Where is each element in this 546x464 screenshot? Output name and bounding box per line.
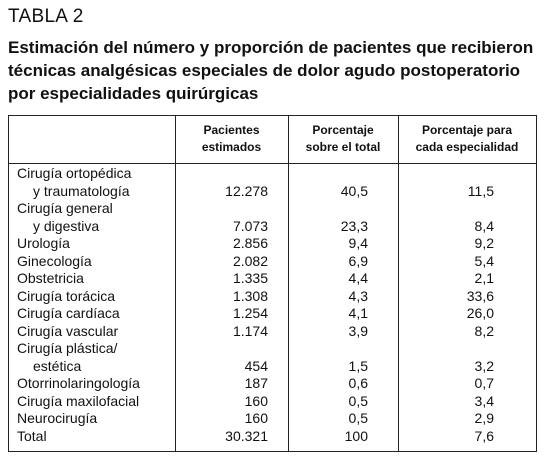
row-label: Urología: [17, 235, 70, 253]
table: Pacientes estimados Porcentaje sobre el t…: [8, 115, 537, 452]
cell-value: 3,9: [348, 322, 368, 339]
row-label: Cirugía torácica: [17, 288, 115, 306]
cell-value: 30.321: [225, 427, 268, 444]
cell-value: 33,6: [466, 287, 494, 304]
row-label-line: Cirugía general: [17, 200, 113, 216]
column-divider: [288, 116, 289, 451]
row-label: Ginecología: [17, 253, 92, 271]
cell-value: 7.073: [232, 217, 268, 234]
cell-value: 1.254: [232, 305, 268, 321]
table-row: Cirugía vascular 1.174 3,9 8,2: [9, 323, 536, 341]
table-row: Cirugía plástica/estética 454 1,5 3,2: [9, 340, 536, 375]
cell-value: 23,3: [340, 217, 368, 234]
cell-value: 0,5: [348, 392, 368, 409]
cell-value: 9,4: [348, 235, 368, 251]
cell-value: 2,9: [474, 410, 494, 426]
row-label-line: Cirugía plástica/: [17, 340, 118, 356]
table-row: Urología 2.856 9,4 9,2: [9, 235, 536, 253]
cell-value: 5,4: [474, 252, 494, 269]
cell-value: 2,1: [474, 270, 494, 286]
table-row: Cirugía general y digestiva 7.073 23,3 8,4: [9, 200, 536, 235]
column-divider: [398, 116, 399, 451]
row-label-line: Otorrinolaringología: [17, 375, 140, 391]
row-label: Cirugía general y digestiva: [17, 200, 113, 235]
row-label-line: y digestiva: [33, 217, 100, 234]
row-label-line: Cirugía maxilofacial: [17, 392, 140, 409]
cell-value: 3,2: [474, 357, 494, 374]
column-divider: [175, 116, 176, 451]
table-row: Cirugía cardíaca 1.254 4,1 26,0: [9, 305, 536, 323]
row-label: Cirugía ortopédica y traumatología: [17, 165, 131, 200]
cell-value: 4,1: [348, 305, 368, 321]
cell-value: 40,5: [340, 182, 368, 199]
row-label: Cirugía vascular: [17, 323, 118, 341]
cell-value: 1.308: [232, 287, 268, 304]
row-label: Cirugía maxilofacial: [17, 393, 139, 411]
cell-value: 1.174: [232, 322, 268, 339]
row-label: Cirugía cardíaca: [17, 305, 120, 323]
cell-value: 1.335: [232, 270, 268, 286]
cell-value: 100: [344, 427, 368, 444]
column-header: Porcentaje para cada especialidad: [415, 123, 519, 154]
table-row: Cirugía ortopédica y traumatología 12.278 4…: [9, 165, 536, 200]
cell-value: 6,9: [348, 252, 368, 269]
cell-value: 9,2: [474, 235, 494, 251]
header-divider: [9, 163, 536, 164]
row-label-line: Urología: [17, 235, 70, 251]
cell-value: 4,3: [348, 287, 368, 304]
cell-value: 1,5: [348, 357, 368, 374]
table-row: Otorrinolaringología 187 0,6 0,7: [9, 375, 536, 393]
cell-value: 0,6: [348, 375, 368, 391]
row-label-line: Total: [17, 427, 47, 444]
cell-value: 26,0: [466, 305, 494, 321]
row-label: Obstetricia: [17, 270, 84, 288]
row-label-line: Cirugía vascular: [17, 322, 119, 339]
table-row: Total 30.321 100 7,6: [9, 428, 536, 446]
row-label: Total: [17, 428, 47, 446]
cell-value: 160: [244, 392, 268, 409]
cell-value: 454: [244, 357, 268, 374]
row-label-line: Cirugía torácica: [17, 287, 116, 304]
table-row: Cirugía torácica 1.308 4,3 33,6: [9, 288, 536, 306]
cell-value: 7,6: [474, 427, 494, 444]
row-label-line: Cirugía ortopédica: [17, 165, 132, 181]
row-label-line: y traumatología: [33, 182, 130, 199]
table-row: Neurocirugía 160 0,5 2,9: [9, 410, 536, 428]
row-label-line: Neurocirugía: [17, 410, 98, 426]
cell-value: 2.856: [232, 235, 268, 251]
column-header: Porcentaje sobre el total: [305, 123, 381, 154]
row-label-line: Cirugía cardíaca: [17, 305, 120, 321]
row-label: Cirugía plástica/estética: [17, 340, 117, 375]
cell-value: 160: [244, 410, 268, 426]
cell-value: 12.278: [225, 182, 268, 199]
table-row: Cirugía maxilofacial 160 0,5 3,4: [9, 393, 536, 411]
cell-value: 4,4: [348, 270, 368, 286]
row-label-line: estética: [33, 357, 82, 374]
table-label: TABLA 2: [8, 6, 84, 27]
row-label-line: Ginecología: [17, 252, 92, 269]
cell-value: 8,2: [474, 322, 494, 339]
cell-value: 0,5: [348, 410, 368, 426]
cell-value: 0,7: [474, 375, 494, 391]
cell-value: 2.082: [232, 252, 268, 269]
cell-value: 11,5: [467, 182, 494, 199]
table-title: Estimación del número y proporción de pa…: [8, 38, 534, 103]
cell-value: 8,4: [474, 217, 494, 234]
table-row: Obstetricia 1.335 4,4 2,1: [9, 270, 536, 288]
table-row: Ginecología 2.082 6,9 5,4: [9, 253, 536, 271]
cell-value: 187: [244, 375, 268, 391]
row-label-line: Obstetricia: [17, 270, 84, 286]
column-header: Pacientes estimados: [201, 123, 262, 154]
row-label: Neurocirugía: [17, 410, 97, 428]
cell-value: 3,4: [474, 392, 494, 409]
row-label: Otorrinolaringología: [17, 375, 140, 393]
